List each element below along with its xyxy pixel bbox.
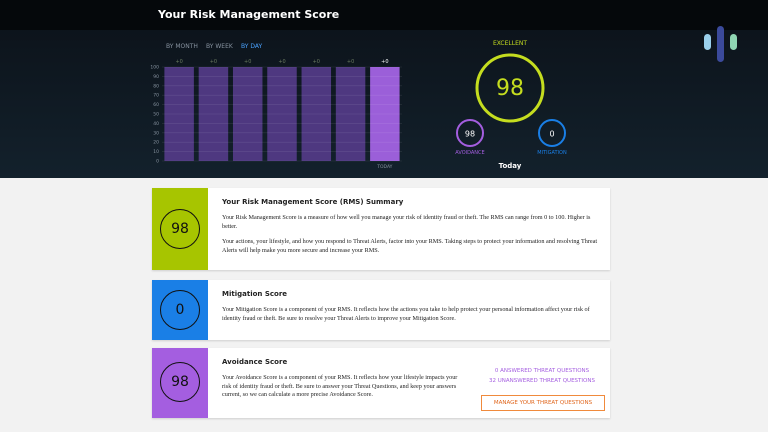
card-score: 98 (160, 362, 200, 402)
y-tick-label: 0 (156, 159, 159, 165)
y-tick-label: 20 (153, 140, 159, 146)
bar (370, 67, 400, 161)
change-label: +0 (313, 59, 320, 65)
mitigation-score: 0 (549, 130, 554, 139)
change-label: +0 (210, 59, 217, 65)
bar (232, 67, 263, 161)
avoidance-label: AVOIDANCE (455, 150, 484, 156)
bar (164, 67, 194, 161)
mitigation-ring (538, 119, 566, 147)
y-tick-label: 10 (153, 149, 159, 155)
card-text: Your Risk Management Score is a measure … (222, 214, 591, 230)
manage-button[interactable]: MANAGE YOUR THREAT QUESTIONS (481, 395, 605, 411)
tab-active[interactable]: BY DAY (241, 43, 263, 50)
change-label: +0 (278, 59, 285, 65)
y-tick-label: 60 (153, 102, 159, 108)
card: 0 Mitigation Score Your Mitigation Score… (152, 280, 610, 340)
title-bar (0, 0, 768, 30)
logo (704, 26, 737, 62)
change-label: +0 (347, 59, 354, 65)
avoidance-score: 98 (465, 130, 475, 139)
y-tick-label: 30 (153, 130, 159, 136)
card-text: Your actions, your lifestyle, and how yo… (222, 238, 598, 254)
bar-chart: +0 +0 +0 +0 +0 +0 +0 TODAY 0 10 20 30 40 50 60 70 80 90 10… (150, 59, 402, 170)
y-tick-label: 40 (153, 121, 159, 127)
rms-score: 98 (496, 76, 524, 101)
answered: 0 ANSWERED THREAT QUESTIONS (494, 368, 590, 374)
change-label: +0 (381, 59, 388, 65)
gauge: EXCELLENT 98 98 AVOIDANCE 0 MITIGATION T… (455, 40, 567, 170)
card-side: 0 (152, 280, 208, 340)
rating: EXCELLENT (493, 40, 527, 47)
y-tick-label: 90 (153, 74, 159, 80)
card-text: Your Mitigation Score is a component of … (222, 306, 590, 322)
card-score: 98 (160, 209, 200, 249)
unanswered: 32 UNANSWERED THREAT QUESTIONS (489, 378, 595, 384)
card: 98 Avoidance Score Your Avoidance Score … (152, 348, 610, 418)
page-title: Your Risk Management Score (158, 8, 340, 21)
change-label: +0 (175, 59, 182, 65)
tab[interactable]: BY MONTH (166, 43, 198, 50)
rms-ring (475, 53, 545, 123)
change-label: +0 (244, 59, 251, 65)
card-side: 98 (152, 188, 208, 270)
tab[interactable]: BY WEEK (206, 43, 233, 50)
bar (335, 67, 366, 161)
avoidance-ring (456, 119, 484, 147)
card-title: Avoidance Score (222, 358, 288, 366)
bar (198, 67, 229, 161)
card-title: Mitigation Score (222, 290, 288, 298)
card-title: Your Risk Management Score (RMS) Summary (222, 198, 404, 206)
y-tick-label: 80 (153, 83, 159, 89)
x-tick-label: TODAY (376, 164, 392, 170)
y-tick-label: 50 (153, 112, 159, 118)
card-text: Your Avoidance Score is a component of y… (222, 374, 458, 398)
mitigation-label: MITIGATION (537, 150, 567, 156)
bar (267, 67, 297, 161)
period: Today (499, 162, 522, 170)
card-score: 0 (160, 290, 200, 330)
y-tick-label: 70 (153, 93, 159, 99)
card: 98 Your Risk Management Score (RMS) Summ… (152, 188, 610, 270)
y-tick-label: 100 (150, 65, 159, 71)
card-side: 98 (152, 348, 208, 418)
bar (301, 67, 332, 161)
